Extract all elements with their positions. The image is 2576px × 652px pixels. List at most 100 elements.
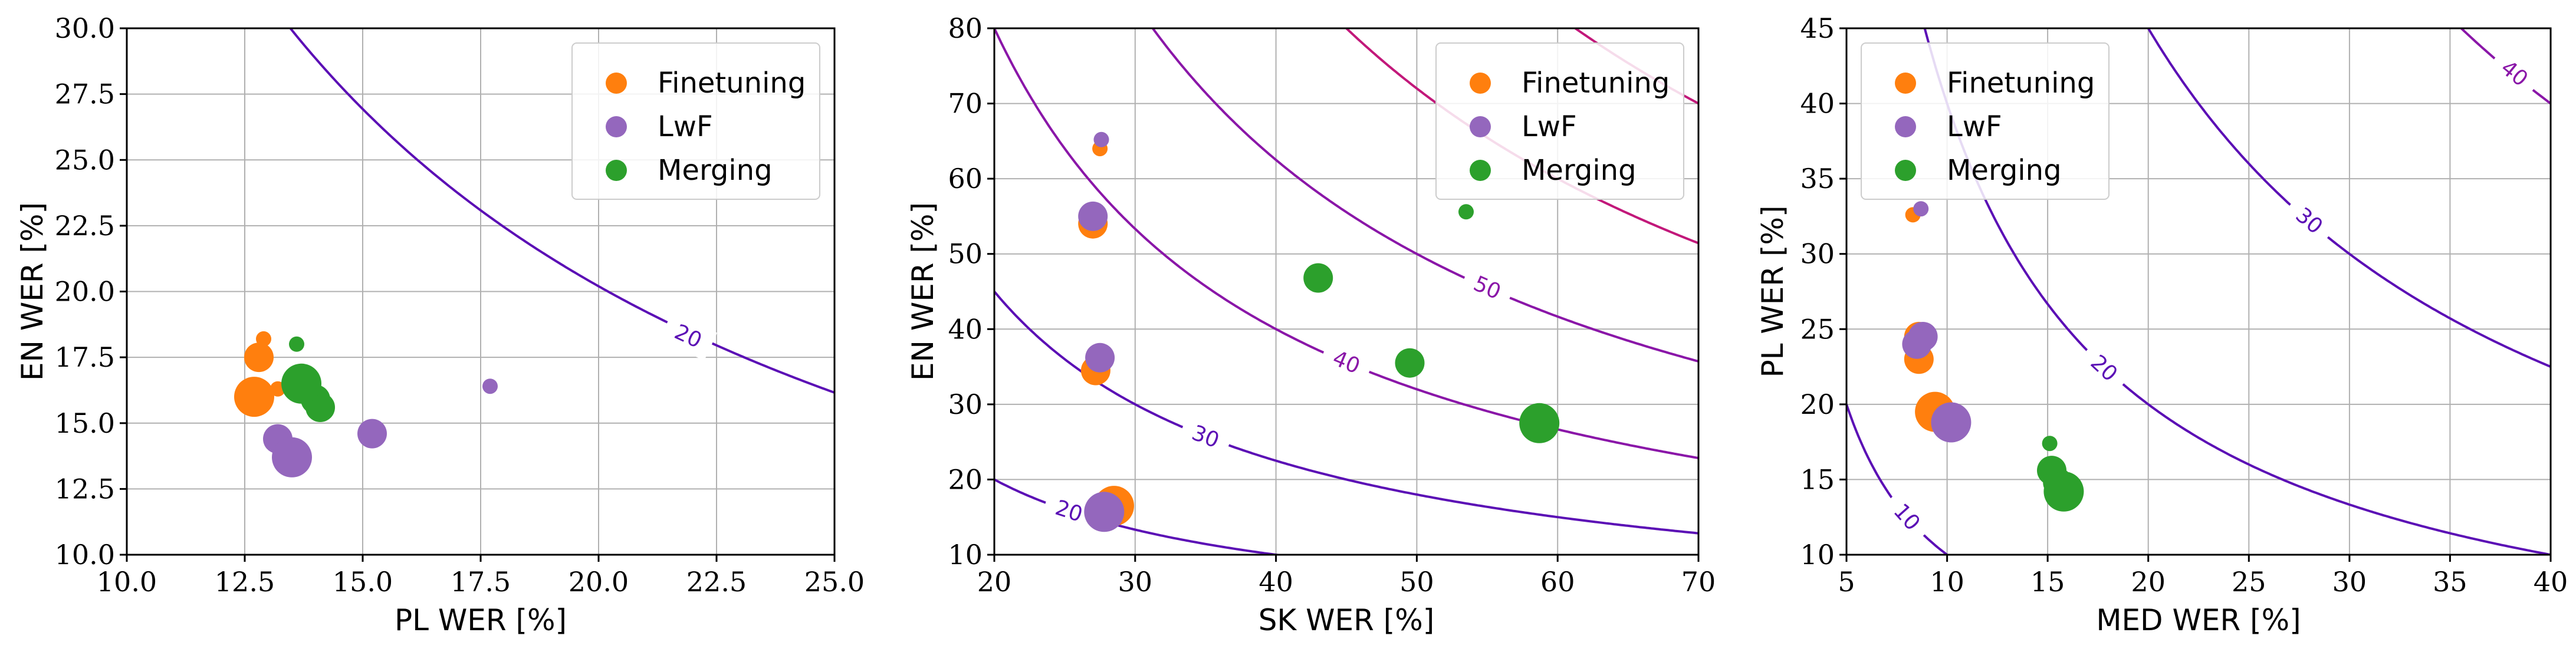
x-tick-label: 10.0 <box>97 566 157 598</box>
point-lwf-2 <box>1078 201 1108 231</box>
y-axis-title: EN WER [%] <box>15 202 50 381</box>
y-tick-label: 25.0 <box>55 144 115 176</box>
x-tick-label: 40 <box>1259 566 1293 598</box>
y-tick-label: 20.0 <box>55 276 115 308</box>
y-tick-label: 30 <box>948 388 983 420</box>
x-tick-label: 30 <box>2332 566 2367 598</box>
point-lwf-1 <box>482 378 498 394</box>
y-tick-label: 20 <box>948 463 983 495</box>
contour-line-70 <box>1573 28 1698 105</box>
legend-label-lwf: LwF <box>658 110 713 143</box>
y-tick-label: 70 <box>948 88 983 120</box>
y-tick-label: 15 <box>1800 463 1835 495</box>
y-tick-label: 30 <box>1800 238 1835 270</box>
y-tick-label: 40 <box>1800 88 1835 120</box>
x-tick-label: 15 <box>2030 566 2065 598</box>
x-tick-label: 20 <box>977 566 1012 598</box>
legend-marker-merging <box>606 160 627 181</box>
legend-marker-finetuning <box>1895 73 1916 94</box>
legend-label-merging: Merging <box>658 154 773 187</box>
x-tick-label: 30 <box>1118 566 1153 598</box>
x-tick-label: 5 <box>1838 566 1855 598</box>
x-tick-label: 25 <box>2232 566 2266 598</box>
legend-label-lwf: LwF <box>1522 110 1577 143</box>
legend-marker-lwf <box>1470 116 1491 137</box>
x-tick-label: 17.5 <box>451 566 511 598</box>
y-tick-label: 60 <box>948 163 983 195</box>
legend-frame <box>1435 42 1684 200</box>
x-tick-label: 12.5 <box>215 566 275 598</box>
point-lwf-4 <box>272 437 312 478</box>
point-merging-2 <box>1303 263 1333 293</box>
y-axis-title: EN WER [%] <box>906 202 940 381</box>
point-lwf-1 <box>1913 201 1929 217</box>
legend-marker-lwf <box>606 116 627 137</box>
legend-marker-merging <box>1895 160 1916 181</box>
y-axis-title: PL WER [%] <box>1756 205 1790 377</box>
point-finetuning-4 <box>234 377 274 417</box>
y-tick-label: 27.5 <box>55 78 115 110</box>
x-tick-label: 60 <box>1540 566 1575 598</box>
x-axis-title: MED WER [%] <box>2096 603 2301 637</box>
legend-frame <box>571 42 820 200</box>
legend-frame <box>1861 42 2110 200</box>
point-lwf-3 <box>1902 329 1932 359</box>
x-tick-label: 10 <box>1930 566 1964 598</box>
legend-marker-merging <box>1470 160 1491 181</box>
legend-marker-lwf <box>1895 116 1916 137</box>
point-merging-4 <box>2043 471 2084 512</box>
y-tick-label: 20 <box>1800 388 1835 420</box>
legend-label-merging: Merging <box>1522 154 1637 187</box>
y-tick-label: 30.0 <box>55 12 115 44</box>
x-tick-label: 50 <box>1399 566 1434 598</box>
x-tick-label: 22.5 <box>686 566 747 598</box>
contour-line-30 <box>994 291 1698 535</box>
x-axis-title: PL WER [%] <box>395 603 567 637</box>
y-tick-label: 10 <box>1800 539 1835 571</box>
x-tick-label: 15.0 <box>333 566 393 598</box>
point-finetuning-2 <box>244 343 274 373</box>
y-tick-label: 10.0 <box>55 539 115 571</box>
y-tick-label: 15.0 <box>55 407 115 439</box>
point-lwf-4 <box>1084 492 1125 532</box>
point-merging-1 <box>289 336 304 352</box>
legend-label-merging: Merging <box>1947 154 2062 187</box>
point-lwf-1 <box>1093 131 1109 147</box>
x-axis-title: SK WER [%] <box>1259 603 1435 637</box>
y-tick-label: 40 <box>948 313 983 345</box>
legend: Finetuning LwF Merging <box>1435 42 1684 200</box>
point-merging-4 <box>1519 403 1560 443</box>
x-tick-label: 25.0 <box>804 566 865 598</box>
x-tick-label: 70 <box>1681 566 1716 598</box>
legend-label-lwf: LwF <box>1947 110 2002 143</box>
point-lwf-2 <box>357 419 387 449</box>
contour-line-30 <box>2147 28 2551 368</box>
legend: Finetuning LwF Merging <box>1861 42 2110 200</box>
axes-frame <box>993 27 1700 556</box>
x-tick-label: 40 <box>2534 566 2568 598</box>
contour-line-50 <box>1151 28 1698 363</box>
point-lwf-4 <box>1931 402 1972 443</box>
legend-marker-finetuning <box>606 73 627 94</box>
y-tick-label: 50 <box>948 238 983 270</box>
legend-label-finetuning: Finetuning <box>1522 67 1670 100</box>
legend-label-finetuning: Finetuning <box>1947 67 2095 100</box>
legend-label-finetuning: Finetuning <box>658 67 806 100</box>
y-tick-label: 22.5 <box>55 210 115 242</box>
y-tick-label: 80 <box>948 12 983 44</box>
x-tick-label: 20.0 <box>569 566 629 598</box>
y-tick-label: 17.5 <box>55 341 115 373</box>
y-tick-label: 12.5 <box>55 473 115 505</box>
y-tick-label: 45 <box>1800 12 1835 44</box>
x-tick-label: 20 <box>2131 566 2166 598</box>
point-merging-1 <box>2042 436 2058 452</box>
point-lwf-3 <box>1085 343 1115 373</box>
y-tick-label: 10 <box>948 539 983 571</box>
y-tick-label: 25 <box>1800 313 1835 345</box>
x-tick-label: 35 <box>2433 566 2467 598</box>
point-merging-3 <box>1395 348 1425 378</box>
